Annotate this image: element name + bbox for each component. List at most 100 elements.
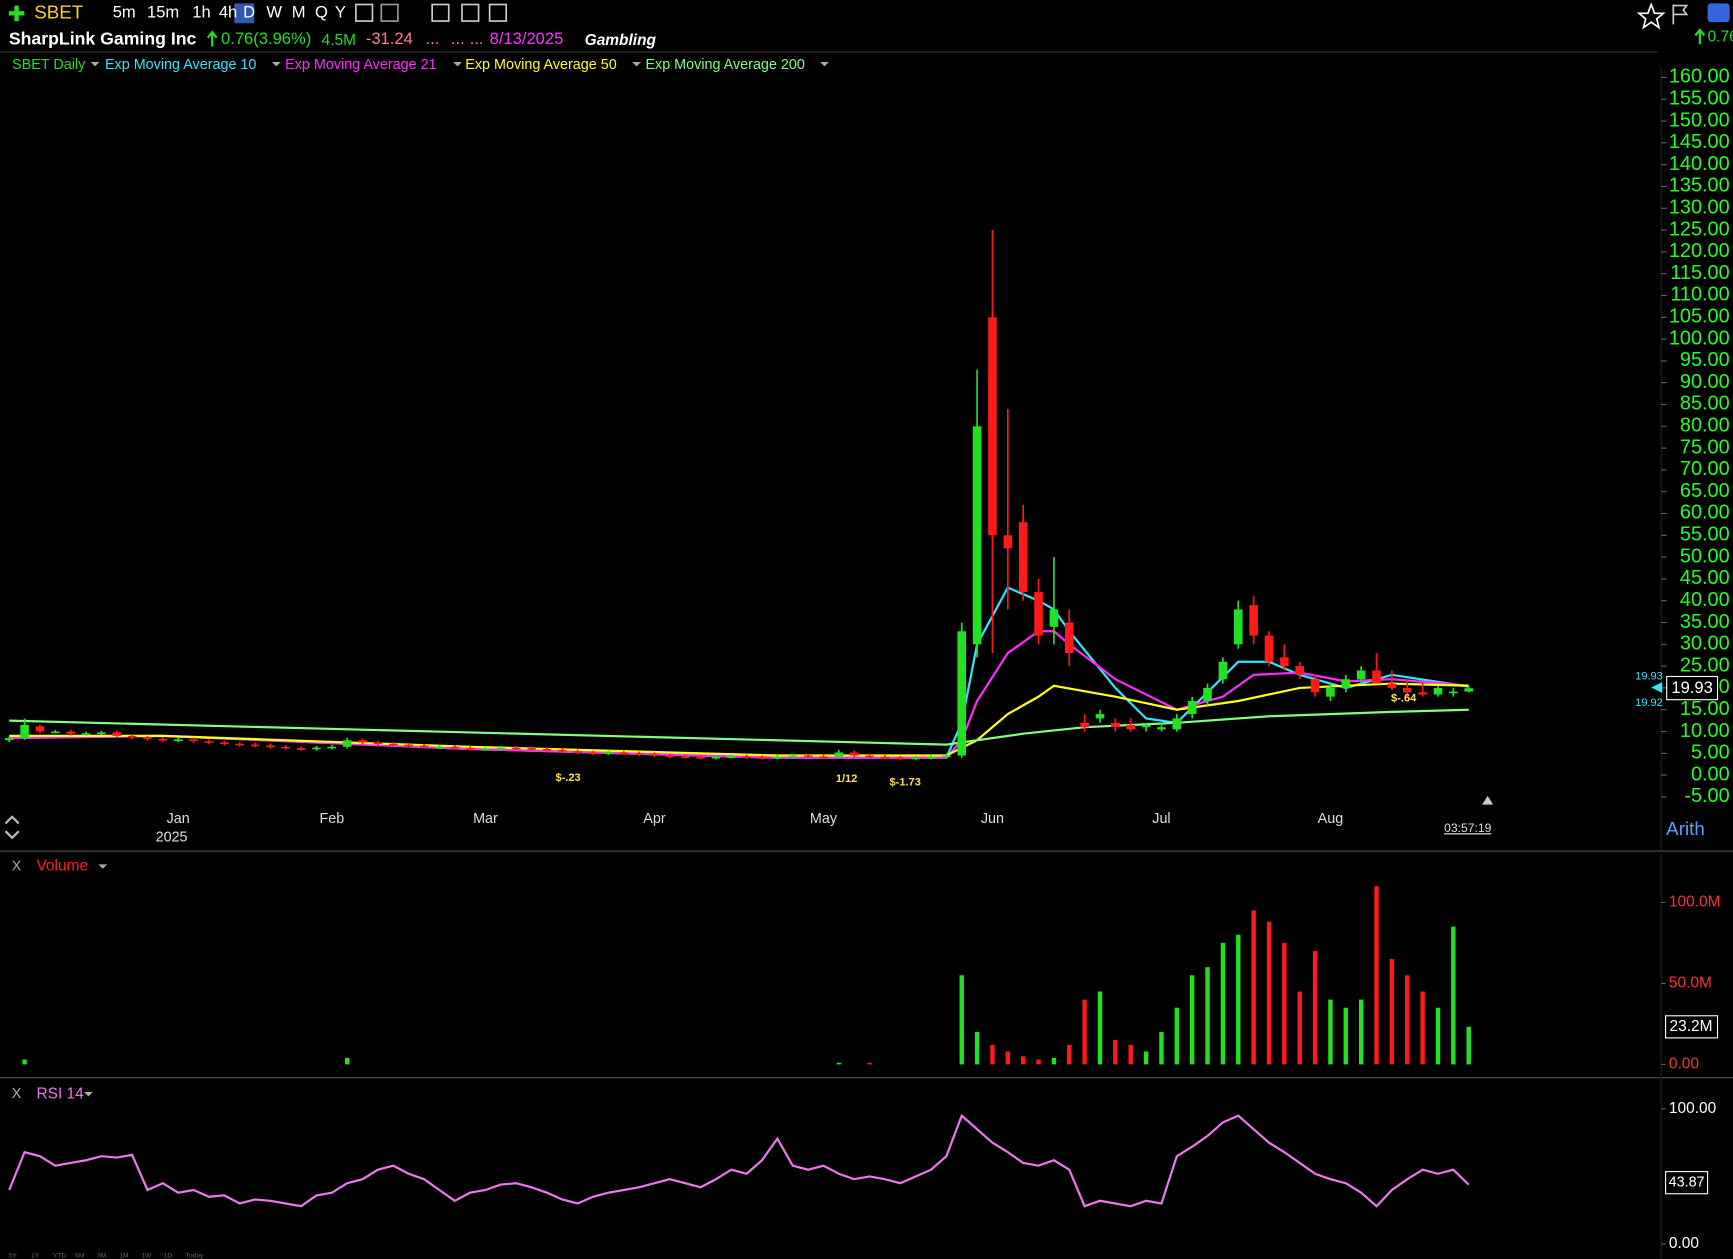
candle-body: [143, 737, 152, 740]
panel-close[interactable]: X: [12, 858, 22, 874]
rsi-line: [8, 1113, 1470, 1208]
tool-icon[interactable]: [488, 3, 508, 22]
candle-body: [1203, 687, 1212, 702]
candle-body: [1049, 609, 1059, 627]
y-tick-label: 35.00: [1680, 611, 1730, 633]
legend-dropdown[interactable]: [90, 61, 100, 67]
interval-button[interactable]: W: [266, 3, 282, 22]
volume-box: [1665, 1015, 1719, 1039]
tool-icon[interactable]: [355, 3, 374, 22]
legend-entry[interactable]: Exp Moving Average 21: [285, 57, 436, 73]
volume-bar: [1282, 942, 1287, 1065]
candle-body: [1111, 722, 1120, 728]
panel-title[interactable]: RSI 14: [36, 1085, 84, 1102]
interval-button[interactable]: 4h: [219, 3, 237, 22]
candle-body: [1249, 605, 1258, 636]
panel-dropdown[interactable]: [98, 864, 108, 869]
range-button[interactable]: 1D: [164, 1252, 173, 1259]
legend-entry[interactable]: SBET Daily: [12, 57, 86, 73]
range-button[interactable]: 3M: [97, 1252, 106, 1259]
candle-body: [435, 746, 444, 749]
y-tick-label: 155.00: [1669, 87, 1730, 109]
candle-body: [1172, 718, 1182, 730]
scroll-icon[interactable]: [4, 815, 20, 840]
range-button[interactable]: 5Y: [9, 1252, 18, 1259]
y-tick-label: 145.00: [1669, 131, 1730, 153]
candle-body: [819, 756, 828, 759]
interval-button[interactable]: 15m: [147, 3, 179, 22]
y-tick-label: 120.00: [1669, 240, 1730, 262]
volume-bar: [1067, 1044, 1072, 1065]
legend-dropdown[interactable]: [632, 61, 642, 67]
candle-body: [235, 743, 244, 746]
interval-button[interactable]: D: [243, 3, 255, 22]
y-tick-label: 45.00: [1680, 567, 1730, 589]
flag-icon[interactable]: [1672, 4, 1689, 25]
earnings-marker[interactable]: 1/12: [836, 773, 858, 785]
interval-button[interactable]: 5m: [113, 3, 136, 22]
y-tick-label: 130.00: [1669, 197, 1730, 219]
volume-current: 23.2M: [1670, 1018, 1713, 1035]
legend-entry[interactable]: Exp Moving Average 200: [645, 57, 804, 73]
volume-bar: [1451, 926, 1456, 1065]
scale-mode[interactable]: Arith: [1666, 818, 1705, 839]
legend-dropdown[interactable]: [820, 61, 829, 67]
range-button[interactable]: YTD: [53, 1252, 66, 1259]
legend-entry[interactable]: Exp Moving Average 50: [465, 57, 616, 73]
range-button[interactable]: 1M: [119, 1252, 128, 1259]
earnings-marker[interactable]: $-1.73: [890, 776, 921, 788]
y-tick-label: 160.00: [1669, 66, 1730, 88]
y-tick-label: 30.00: [1680, 633, 1730, 655]
volume-bar: [1405, 975, 1410, 1065]
candle-body: [865, 755, 874, 758]
earnings-marker[interactable]: $-.23: [555, 772, 580, 784]
candle-body: [1433, 687, 1443, 695]
candle-body: [496, 747, 506, 750]
tool-icon[interactable]: [461, 3, 480, 22]
panel-close[interactable]: X: [12, 1086, 22, 1102]
candle-body: [342, 740, 352, 747]
star-icon[interactable]: [1636, 2, 1666, 30]
legend-dropdown[interactable]: [453, 61, 462, 67]
earnings-marker[interactable]: $-.64: [1391, 692, 1417, 704]
volume: 4.5M: [322, 32, 356, 49]
candle-body: [803, 755, 813, 758]
panel-dropdown[interactable]: [83, 1092, 93, 1097]
legend-entry[interactable]: Exp Moving Average 10: [105, 57, 256, 73]
scroll-marker[interactable]: [1482, 795, 1494, 805]
x-tick-label: Apr: [643, 811, 666, 827]
industry: Gambling: [585, 32, 657, 49]
range-button[interactable]: Today: [186, 1252, 204, 1259]
y-tick-label: 0.00: [1669, 1056, 1699, 1073]
panel-title[interactable]: Volume: [36, 858, 88, 875]
interval-button[interactable]: Q: [315, 3, 328, 22]
date: 8/13/2025: [490, 29, 564, 48]
x-tick-label: Feb: [319, 811, 344, 827]
interval-button[interactable]: Y: [335, 3, 346, 22]
candle-body: [112, 732, 122, 736]
volume-bar: [974, 1032, 980, 1065]
price-box: [1666, 675, 1719, 701]
current-price: 19.93: [1671, 678, 1712, 697]
candle-body: [604, 752, 613, 755]
symbol: SBET: [34, 1, 84, 22]
volume-bar: [1312, 950, 1318, 1065]
candle-body: [1310, 679, 1320, 693]
legend-dropdown[interactable]: [271, 61, 281, 67]
candle-body: [35, 726, 45, 732]
y-tick-label: 55.00: [1680, 524, 1730, 546]
tool-icon[interactable]: [431, 3, 450, 22]
add-icon[interactable]: [8, 5, 25, 22]
range-button[interactable]: 6M: [75, 1252, 84, 1259]
y-tick-label: 50.0M: [1669, 974, 1712, 991]
range-button[interactable]: 1Y: [31, 1252, 40, 1259]
interval-button[interactable]: 1h: [192, 3, 210, 22]
tool-icon[interactable]: [380, 3, 399, 22]
s-badge[interactable]: [1707, 3, 1730, 23]
header-item: ...: [470, 29, 484, 48]
interval-button[interactable]: M: [292, 3, 306, 22]
range-button[interactable]: 1W: [141, 1252, 152, 1259]
candle-body: [711, 756, 721, 759]
